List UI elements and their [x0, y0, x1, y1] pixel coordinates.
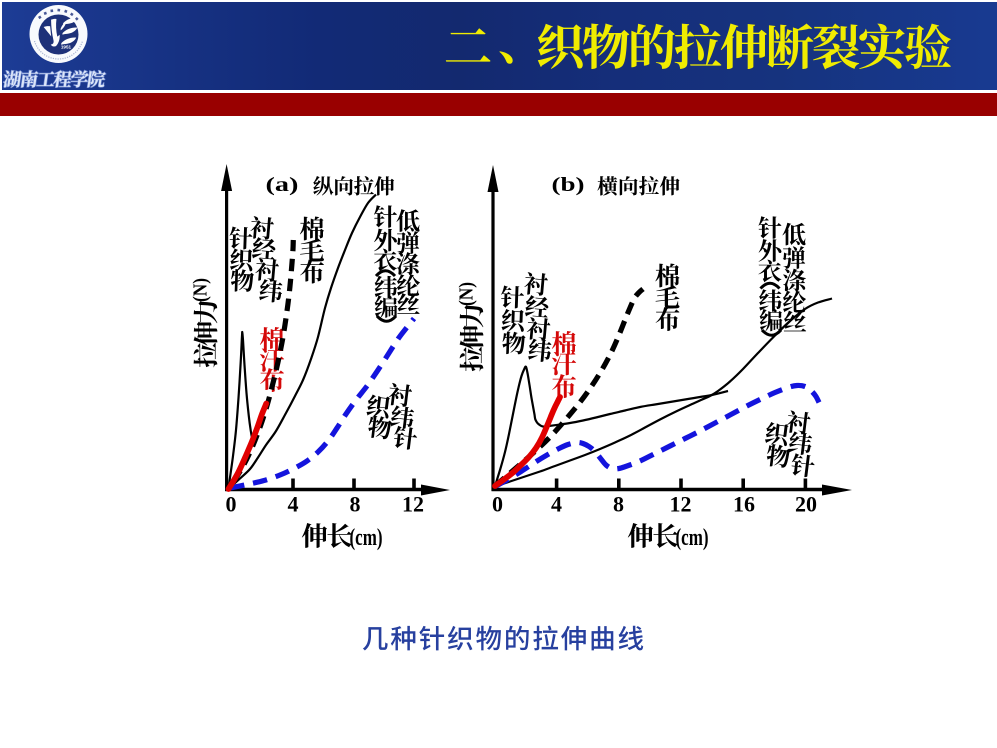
svg-text:0: 0 — [226, 492, 237, 517]
svg-text:16: 16 — [733, 492, 755, 517]
svg-text:(N): (N) — [457, 282, 478, 306]
svg-text:12: 12 — [670, 492, 692, 517]
svg-text:12: 12 — [402, 492, 424, 517]
svg-text:8: 8 — [350, 492, 361, 517]
svg-text:1951: 1951 — [61, 45, 72, 50]
svg-text:4: 4 — [288, 492, 299, 517]
svg-text:8: 8 — [613, 492, 624, 517]
svg-text:0: 0 — [492, 492, 503, 517]
svg-text:20: 20 — [795, 492, 817, 517]
svg-text:(b): (b) — [552, 175, 585, 196]
svg-text:(cm): (cm) — [676, 525, 709, 551]
svg-text:(N): (N) — [191, 278, 212, 302]
svg-text:(a): (a) — [266, 175, 299, 196]
svg-text:4: 4 — [551, 492, 562, 517]
svg-text:(cm): (cm) — [350, 525, 383, 551]
